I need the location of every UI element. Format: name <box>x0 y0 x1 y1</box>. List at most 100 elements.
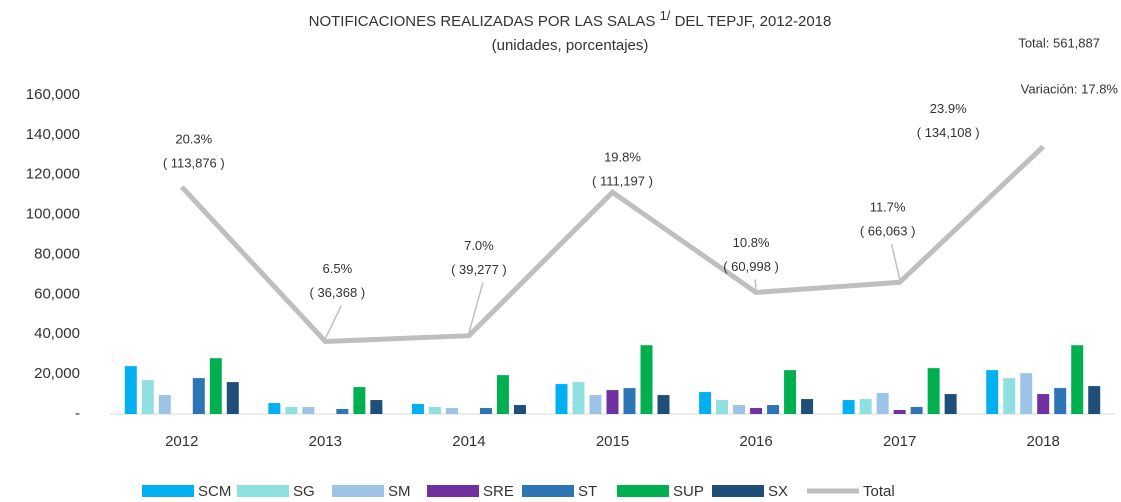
bar <box>699 392 712 414</box>
percent-label: 10.8% <box>733 235 770 250</box>
bar <box>141 380 154 414</box>
bar <box>336 409 349 414</box>
legend-label: SM <box>388 483 411 500</box>
percent-label: 19.8% <box>604 150 641 165</box>
y-tick-label: 100,000 <box>26 206 80 223</box>
bar <box>555 384 568 414</box>
y-tick-label: - <box>75 405 80 422</box>
bar <box>927 368 940 414</box>
title-main: NOTIFICACIONES REALIZADAS POR LAS SALAS <box>309 13 656 30</box>
y-tick-label: 140,000 <box>26 126 80 143</box>
bar <box>353 387 366 414</box>
bar <box>716 400 729 414</box>
percent-label: 11.7% <box>870 200 906 215</box>
legend-label: Total <box>863 483 895 500</box>
x-tick-label: 2018 <box>1027 433 1060 450</box>
x-tick-label: 2017 <box>883 433 916 450</box>
bar <box>1054 388 1067 414</box>
bar <box>876 393 889 414</box>
legend-swatch <box>427 485 479 497</box>
leader-line <box>324 305 343 339</box>
data-label: ( 36,368 ) <box>310 285 366 300</box>
bar <box>784 370 797 414</box>
legend-swatch <box>237 485 289 497</box>
bar <box>606 390 619 414</box>
legend-swatch <box>712 485 764 497</box>
y-tick-label: 60,000 <box>34 285 80 302</box>
bar <box>370 400 383 414</box>
bar <box>445 408 458 414</box>
bar <box>1003 378 1016 414</box>
bar <box>1088 386 1101 414</box>
legend-label: SG <box>293 483 315 500</box>
bar <box>589 395 602 414</box>
legend-swatch <box>142 485 194 497</box>
bar <box>767 405 780 414</box>
bar <box>623 388 636 414</box>
x-tick-label: 2015 <box>596 433 629 450</box>
bar <box>657 395 670 414</box>
bar <box>513 405 526 414</box>
legend-label: SUP <box>673 483 704 500</box>
bar <box>986 370 999 414</box>
leader-line <box>890 244 901 280</box>
legend-label: ST <box>578 483 597 500</box>
bar <box>910 407 923 414</box>
x-tick-label: 2012 <box>165 433 198 450</box>
data-label: ( 113,876 ) <box>163 155 225 170</box>
title-end: DEL TEPJF, 2012-2018 <box>675 13 832 30</box>
data-label: ( 39,277 ) <box>451 262 507 277</box>
legend-swatch <box>617 485 669 497</box>
y-tick-label: 40,000 <box>34 325 80 342</box>
bar <box>859 399 872 414</box>
annotation: Total: 561,887 <box>1018 35 1100 50</box>
y-tick-label: 80,000 <box>34 245 80 262</box>
bar <box>801 399 814 414</box>
bar <box>1071 345 1084 414</box>
legend-label: SRE <box>483 483 514 500</box>
bar <box>285 407 298 414</box>
y-tick-label: 120,000 <box>26 166 80 183</box>
percent-label: 7.0% <box>464 238 494 253</box>
legend-swatch <box>332 485 384 497</box>
bar <box>944 394 957 414</box>
bar <box>640 345 653 414</box>
bar <box>479 408 492 414</box>
bar <box>158 395 171 414</box>
legend-label: SX <box>768 483 788 500</box>
annotation: Variación: 17.8% <box>1021 81 1119 96</box>
legend-swatch <box>522 485 574 497</box>
bar <box>428 407 441 414</box>
bar <box>124 366 137 414</box>
data-label: ( 134,108 ) <box>917 125 980 140</box>
x-tick-label: 2013 <box>309 433 342 450</box>
title-note: 1/ <box>660 8 671 23</box>
leader-line <box>468 282 484 333</box>
bar <box>750 408 763 414</box>
data-label: ( 60,998 ) <box>723 259 779 274</box>
bar <box>572 382 585 414</box>
leader-line <box>754 279 757 290</box>
bar <box>411 404 424 414</box>
bar <box>209 358 222 414</box>
y-tick-label: 20,000 <box>34 365 80 382</box>
bar <box>893 410 906 414</box>
percent-label: 23.9% <box>930 101 967 116</box>
bar <box>1037 394 1050 414</box>
total-line <box>179 144 1045 345</box>
chart-title: NOTIFICACIONES REALIZADAS POR LAS SALAS … <box>309 8 832 30</box>
bar <box>496 375 509 414</box>
bar <box>733 405 746 414</box>
percent-label: 6.5% <box>323 261 353 276</box>
data-label: ( 111,197 ) <box>592 174 653 189</box>
bar <box>226 382 239 414</box>
x-tick-label: 2014 <box>452 433 485 450</box>
x-tick-label: 2016 <box>739 433 772 450</box>
bar <box>192 378 205 414</box>
chart-subtitle: (unidades, porcentajes) <box>492 37 649 54</box>
y-tick-label: 160,000 <box>26 86 80 103</box>
bar <box>842 400 855 414</box>
legend-label: SCM <box>198 483 231 500</box>
percent-label: 20.3% <box>175 131 212 146</box>
